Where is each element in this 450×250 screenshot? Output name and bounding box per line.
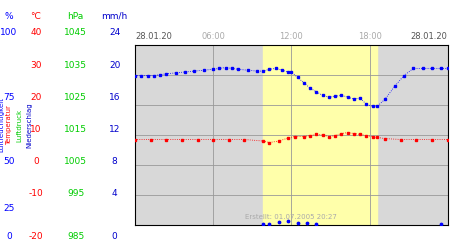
Point bbox=[294, 221, 301, 225]
Text: 28.01.20: 28.01.20 bbox=[411, 32, 448, 41]
Text: 0: 0 bbox=[33, 157, 39, 166]
Text: Luftdruck: Luftdruck bbox=[17, 108, 22, 142]
Text: 40: 40 bbox=[30, 28, 41, 37]
Point bbox=[275, 220, 283, 224]
Text: 75: 75 bbox=[3, 93, 14, 102]
Text: 30: 30 bbox=[30, 60, 41, 70]
Text: 0: 0 bbox=[6, 232, 12, 241]
Text: 20: 20 bbox=[30, 93, 41, 102]
Text: 985: 985 bbox=[67, 232, 84, 241]
Text: 1045: 1045 bbox=[64, 28, 87, 37]
Text: Niederschlag: Niederschlag bbox=[27, 102, 33, 148]
Point bbox=[266, 222, 273, 226]
Text: 28.01.20: 28.01.20 bbox=[135, 32, 172, 41]
Text: 4: 4 bbox=[112, 189, 117, 198]
Text: 0: 0 bbox=[112, 232, 117, 241]
Text: -20: -20 bbox=[28, 232, 43, 241]
Point bbox=[260, 222, 267, 226]
Text: 25: 25 bbox=[3, 204, 14, 213]
Text: 12:00: 12:00 bbox=[279, 32, 303, 41]
Text: 06:00: 06:00 bbox=[201, 32, 225, 41]
Text: 995: 995 bbox=[67, 189, 84, 198]
Bar bbox=[263, 45, 378, 225]
Text: Temperatur: Temperatur bbox=[6, 105, 12, 145]
Text: mm/h: mm/h bbox=[102, 12, 128, 21]
Text: -10: -10 bbox=[28, 189, 43, 198]
Text: %: % bbox=[4, 12, 13, 21]
Text: 20: 20 bbox=[109, 60, 121, 70]
Text: Luftfeuchtigkeit: Luftfeuchtigkeit bbox=[0, 98, 4, 152]
Text: 100: 100 bbox=[0, 28, 18, 37]
Text: 1015: 1015 bbox=[64, 126, 87, 134]
Text: 1025: 1025 bbox=[64, 93, 87, 102]
Text: 12: 12 bbox=[109, 126, 121, 134]
Text: hPa: hPa bbox=[68, 12, 84, 21]
Text: 1035: 1035 bbox=[64, 60, 87, 70]
Point bbox=[285, 219, 292, 223]
Text: 16: 16 bbox=[109, 93, 121, 102]
Text: 18:00: 18:00 bbox=[358, 32, 382, 41]
Point bbox=[303, 221, 310, 225]
Text: 8: 8 bbox=[112, 157, 117, 166]
Text: 1005: 1005 bbox=[64, 157, 87, 166]
Text: 24: 24 bbox=[109, 28, 121, 37]
Text: 10: 10 bbox=[30, 126, 41, 134]
Text: 50: 50 bbox=[3, 157, 14, 166]
Text: °C: °C bbox=[31, 12, 41, 21]
Point bbox=[438, 222, 445, 226]
Point bbox=[313, 222, 320, 226]
Text: Erstellt: 01.07.2005 20:27: Erstellt: 01.07.2005 20:27 bbox=[245, 214, 338, 220]
